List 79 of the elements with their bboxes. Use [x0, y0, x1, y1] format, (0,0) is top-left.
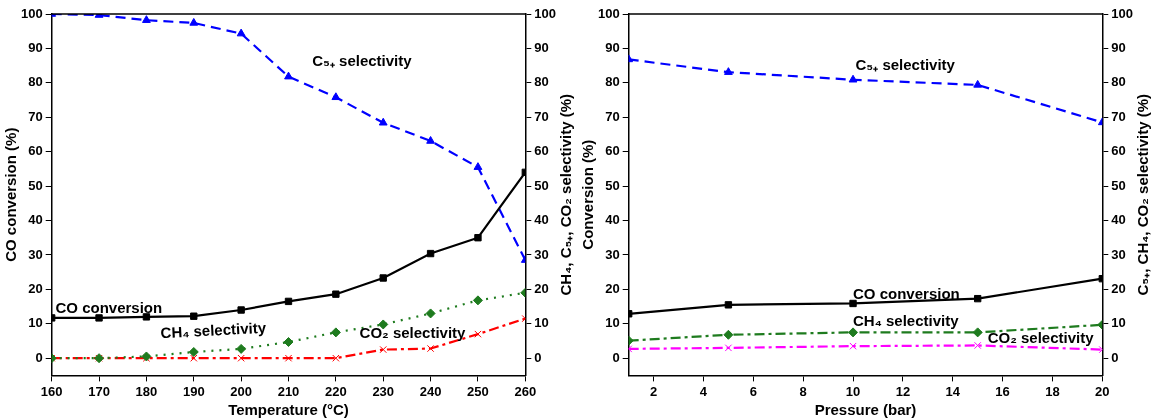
x-tick-label: 20 — [1095, 383, 1110, 399]
y2-tick-label: 0 — [1111, 349, 1119, 365]
y2-tick-label: 20 — [534, 280, 549, 296]
y-tick-label: 90 — [28, 40, 43, 55]
y-tick-label: 30 — [28, 246, 43, 262]
series-label: CH₄ selectivity — [160, 318, 268, 342]
x-tick-label: 16 — [995, 383, 1010, 399]
y-tick-label: 10 — [605, 315, 620, 331]
y-tick-label: 80 — [605, 74, 620, 90]
series-label: CH₄ selectivity — [853, 311, 960, 329]
series-label: CO conversion — [55, 299, 163, 317]
x-tick-label: 210 — [277, 383, 300, 399]
y-axis-title: CO conversion (%) — [2, 127, 20, 262]
y2-axis-title: CH₄, C₅₊, CO₂ selectivity (%) — [557, 93, 575, 296]
series-label: C₅₊ selectivity — [312, 52, 413, 70]
x-tick-label: 190 — [182, 383, 205, 399]
x-tick-label: 180 — [135, 383, 158, 399]
x-axis-title: Pressure (bar) — [814, 401, 917, 419]
y2-tick-label: 100 — [534, 5, 557, 21]
y-tick-label: 70 — [605, 108, 620, 124]
y2-tick-label: 50 — [1111, 177, 1126, 193]
x-tick-label: 2 — [650, 383, 658, 399]
y2-tick-label: 40 — [1111, 212, 1126, 228]
y2-tick-label: 90 — [534, 40, 549, 55]
series-label: C₅₊ selectivity — [855, 55, 956, 73]
x-tick-label: 170 — [88, 383, 110, 399]
x-tick-label: 220 — [325, 383, 347, 399]
y-tick-label: 60 — [28, 143, 43, 159]
y2-tick-label: 80 — [1111, 74, 1126, 90]
y2-tick-label: 40 — [534, 212, 549, 228]
x-tick-label: 200 — [230, 383, 252, 399]
x-tick-label: 4 — [699, 383, 708, 399]
y-tick-label: 30 — [605, 246, 620, 262]
y2-tick-label: 30 — [534, 246, 549, 262]
y-tick-label: 70 — [28, 108, 43, 124]
y-tick-label: 20 — [28, 280, 43, 296]
x-tick-label: 18 — [1045, 383, 1060, 399]
y2-tick-label: 10 — [1111, 315, 1126, 331]
series-label: CO₂ selectivity — [359, 324, 467, 342]
y2-tick-label: 20 — [1111, 280, 1126, 296]
y-tick-label: 50 — [28, 177, 43, 193]
y-tick-label: 10 — [28, 315, 43, 331]
y-tick-label: 50 — [605, 177, 620, 193]
y-tick-label: 90 — [605, 40, 620, 55]
y-tick-label: 60 — [605, 143, 620, 159]
y2-tick-label: 100 — [1111, 5, 1134, 21]
y2-tick-label: 30 — [1111, 246, 1126, 262]
y2-tick-label: 60 — [534, 143, 549, 159]
y-tick-label: 100 — [20, 5, 43, 21]
y2-tick-label: 70 — [534, 108, 549, 124]
x-tick-label: 14 — [945, 383, 961, 399]
y2-tick-label: 90 — [1111, 40, 1126, 55]
y2-tick-label: 70 — [1111, 108, 1126, 124]
y2-tick-label: 0 — [534, 349, 542, 365]
series-label: CO₂ selectivity — [987, 329, 1095, 347]
x-tick-label: 6 — [749, 383, 757, 399]
x-tick-label: 8 — [799, 383, 807, 399]
y-tick-label: 20 — [605, 280, 620, 296]
x-tick-label: 260 — [514, 383, 537, 399]
x-tick-label: 160 — [40, 383, 63, 399]
y-tick-label: 40 — [28, 212, 43, 228]
series-label: CO conversion — [853, 284, 960, 302]
x-tick-label: 240 — [419, 383, 442, 399]
y2-tick-label: 50 — [534, 177, 549, 193]
x-axis-title: Temperature (°C) — [228, 401, 349, 419]
x-tick-label: 12 — [895, 383, 911, 399]
y-tick-label: 80 — [28, 74, 43, 90]
y2-tick-label: 10 — [534, 315, 549, 331]
x-tick-label: 230 — [372, 383, 395, 399]
x-tick-label: 250 — [467, 383, 489, 399]
y-tick-label: 0 — [612, 349, 620, 365]
y2-tick-label: 80 — [534, 74, 549, 90]
x-tick-label: 10 — [845, 383, 861, 399]
y-tick-label: 100 — [597, 5, 620, 21]
y-tick-label: 0 — [35, 349, 43, 365]
y-axis-title: Conversion (%) — [579, 139, 597, 250]
y-tick-label: 40 — [605, 212, 620, 228]
y2-tick-label: 60 — [1111, 143, 1126, 159]
y2-axis-title: C₅₊, CH₄, CO₂ selectivity (%) — [1134, 93, 1152, 296]
